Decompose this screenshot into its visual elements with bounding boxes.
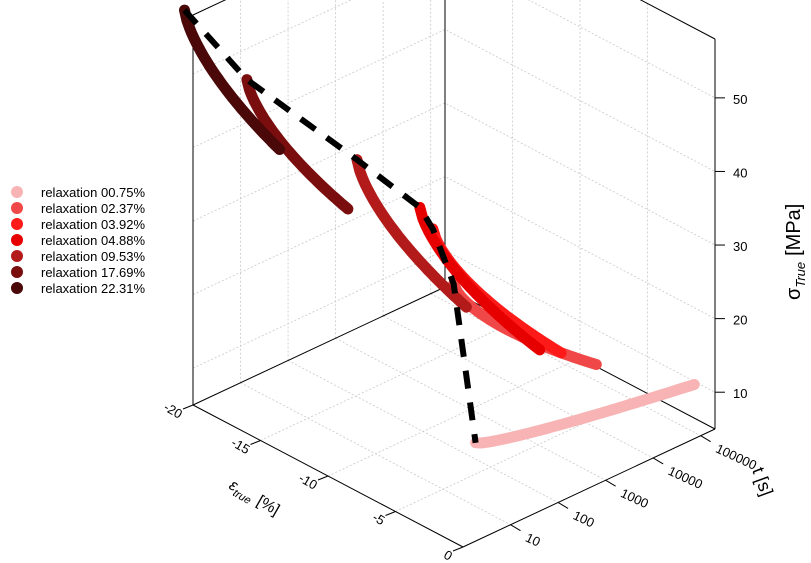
grid-line-floor-x-1 — [260, 322, 513, 441]
y-tick-mark-2 — [605, 479, 616, 487]
x-tick-label-1: -15 — [229, 435, 253, 457]
frame-edge-2 — [462, 428, 716, 548]
x-tick-label-3: -5 — [370, 509, 388, 528]
frame-edge-7 — [192, 0, 227, 16]
z-tick-label-0: 10 — [733, 386, 747, 401]
grid-line-z-4 — [192, 0, 716, 99]
series-line-5 — [241, 74, 354, 215]
legend-marker-6 — [11, 282, 23, 294]
grid-line-z-3 — [192, 29, 716, 172]
legend-marker-2 — [11, 218, 23, 230]
peak-envelope-line — [182, 8, 479, 444]
y-tick-mark-4 — [700, 435, 711, 443]
legend-marker-5 — [11, 266, 23, 278]
frame-edge-8 — [639, 0, 716, 40]
z-axis-label-main: σ — [783, 287, 805, 300]
z-tick-label-1: 20 — [733, 313, 747, 328]
y-tick-mark-3 — [652, 457, 664, 465]
x-tick-mark-0 — [182, 404, 194, 410]
legend: relaxation 00.75%relaxation 02.37%relaxa… — [11, 185, 146, 296]
x-tick-mark-4 — [452, 546, 464, 552]
y-tick-mark-1 — [557, 502, 569, 509]
x-tick-label-4: 0 — [441, 547, 455, 563]
legend-label-5: relaxation 17.69% — [41, 265, 146, 280]
x-tick-mark-1 — [250, 440, 261, 445]
x-axis-label: εtrue[%] — [225, 477, 283, 522]
y-tick-label-0: 10 — [523, 530, 542, 550]
grid-line-floor-y-3 — [382, 315, 654, 459]
grid-line-z-0 — [192, 249, 716, 393]
z-axis-label-sub: True — [793, 262, 808, 288]
x-axis-label-unit: [%] — [254, 493, 283, 519]
y-tick-label-3: 10000 — [666, 463, 705, 492]
x-tick-mark-2 — [317, 475, 329, 481]
series-line-0 — [470, 379, 700, 449]
y-tick-mark-0 — [510, 524, 521, 532]
z-axis-label: σTrue [MPa] — [783, 204, 808, 300]
legend-label-1: relaxation 02.37% — [41, 201, 146, 216]
x-tick-mark-3 — [385, 511, 396, 516]
x-tick-label-2: -10 — [296, 470, 320, 492]
series-line-6 — [179, 4, 286, 155]
z-tick-label-2: 30 — [733, 239, 747, 254]
legend-marker-4 — [11, 250, 23, 262]
z-tick-label-3: 40 — [733, 165, 747, 180]
legend-label-2: relaxation 03.92% — [41, 217, 146, 232]
series-layer — [179, 4, 700, 449]
legend-marker-1 — [11, 202, 23, 214]
legend-label-4: relaxation 09.53% — [41, 249, 146, 264]
grid-line-z-2 — [192, 102, 716, 246]
legend-label-3: relaxation 04.88% — [41, 233, 146, 248]
grid-line-floor-y-0 — [240, 382, 511, 526]
y-axis-label: t [s] — [748, 465, 777, 499]
frame-edge-1 — [192, 286, 446, 406]
peak-envelope — [182, 8, 479, 444]
grid-line-floor-y-4 — [430, 293, 701, 437]
y-tick-label-1: 100 — [571, 508, 597, 531]
legend-label-6: relaxation 22.31% — [41, 281, 146, 296]
grid-line-floor-y-1 — [287, 360, 559, 503]
z-tick-label-4: 50 — [733, 92, 747, 107]
x-axis-label-sub: true — [231, 487, 253, 507]
legend-marker-3 — [11, 234, 23, 246]
y-tick-label-4: 100000 — [713, 441, 759, 473]
y-tick-label-2: 1000 — [618, 485, 651, 511]
legend-marker-0 — [11, 186, 23, 198]
legend-label-0: relaxation 00.75% — [41, 185, 146, 200]
grid-line-z-1 — [192, 176, 716, 319]
grid-line-floor-x-2 — [327, 357, 581, 477]
tick-layer: -20 -15 -10 -5 0 10 100 1000 10000 100000 10 20 30 40… — [161, 92, 759, 563]
z-axis-label-unit: [MPa] — [783, 204, 805, 256]
x-tick-label-0: -20 — [161, 399, 185, 421]
series-line-4 — [351, 154, 472, 313]
